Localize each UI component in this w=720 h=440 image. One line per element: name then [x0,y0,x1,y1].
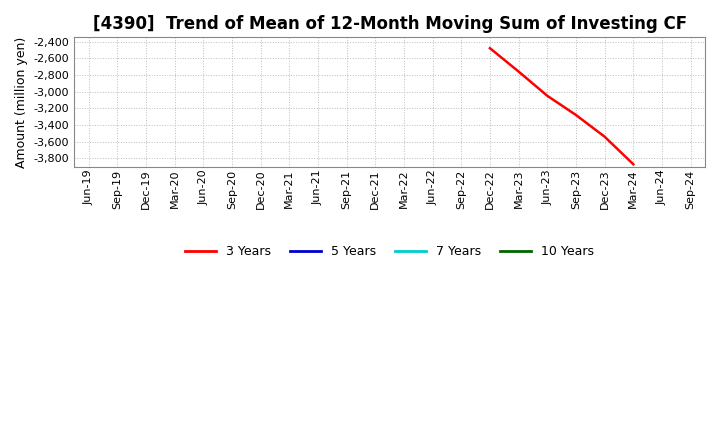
Title: [4390]  Trend of Mean of 12-Month Moving Sum of Investing CF: [4390] Trend of Mean of 12-Month Moving … [93,15,687,33]
3 Years [629,161,638,167]
3 Years [543,93,552,99]
Legend: 3 Years, 5 Years, 7 Years, 10 Years: 3 Years, 5 Years, 7 Years, 10 Years [180,240,599,263]
3 Years [514,69,523,74]
Y-axis label: Amount (million yen): Amount (million yen) [15,37,28,168]
3 Years [572,112,580,117]
3 Years [600,134,609,139]
Line: 3 Years: 3 Years [490,48,634,164]
3 Years [485,46,494,51]
